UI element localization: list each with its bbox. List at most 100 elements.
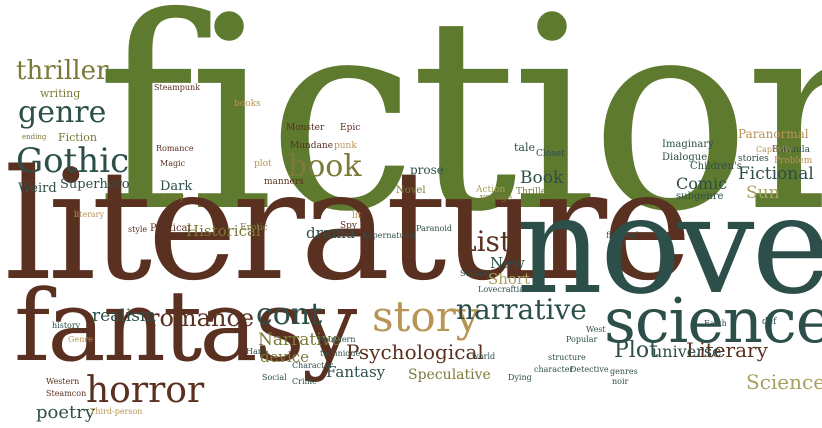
word-hard: Hard bbox=[246, 347, 267, 356]
word-science-small: Science bbox=[746, 370, 822, 394]
word-literary-small: literary bbox=[74, 210, 105, 219]
word-narrative: narrative bbox=[456, 293, 587, 326]
word-genres: genres bbox=[610, 367, 638, 376]
word-dialogue: Dialogue bbox=[662, 152, 708, 163]
word-story: story bbox=[372, 292, 480, 341]
word-action: Action bbox=[476, 185, 506, 195]
word-story-small: Story bbox=[162, 193, 184, 202]
word-dark: Dark bbox=[160, 179, 193, 194]
word-romance-small: Romance bbox=[156, 144, 194, 153]
word-fantasy-small: Fantasy bbox=[326, 363, 386, 381]
word-lit: lit bbox=[352, 211, 362, 221]
word-writing: writing bbox=[40, 87, 81, 100]
word-dying: Dying bbox=[508, 373, 532, 382]
word-new: New bbox=[490, 254, 525, 272]
word-fictional: Fictional bbox=[738, 164, 814, 184]
word-genre-small: Genre bbox=[68, 335, 93, 344]
word-western: Western bbox=[46, 377, 80, 386]
word-narrative-small: Narrative bbox=[258, 330, 342, 350]
word-epic: Epic bbox=[340, 123, 361, 133]
word-west: West bbox=[586, 325, 606, 334]
word-plot: Plot bbox=[614, 338, 658, 363]
word-realism: realism bbox=[92, 306, 157, 326]
word-monster: Monster bbox=[286, 123, 325, 133]
word-southern: Southern bbox=[318, 335, 356, 344]
word-ending: ending bbox=[22, 133, 47, 141]
word-paranormal: Paranormal bbox=[738, 127, 809, 141]
word-novel: novel bbox=[516, 167, 822, 324]
word-childrens: Children's bbox=[690, 161, 742, 172]
word-captivity: Captivity bbox=[756, 145, 793, 154]
word-def: def bbox=[762, 317, 777, 327]
word-drama: drama bbox=[306, 224, 355, 242]
word-stories: stories bbox=[738, 154, 769, 164]
word-literature: literature bbox=[4, 137, 692, 314]
word-romance: romance bbox=[148, 304, 255, 332]
word-spy: Spy bbox=[340, 221, 358, 231]
word-history: history bbox=[52, 321, 81, 330]
word-plot-small: plot bbox=[254, 159, 272, 169]
word-thriller: thriller bbox=[16, 56, 109, 86]
word-imaginary: Imaginary bbox=[662, 139, 714, 150]
word-speculative: Speculative bbox=[408, 367, 491, 383]
word-character-small: character bbox=[534, 365, 574, 374]
word-literary: Literary bbox=[686, 338, 768, 362]
word-prose: prose bbox=[410, 163, 444, 177]
word-list: List bbox=[458, 225, 512, 258]
word-steamcon: Steamcon bbox=[46, 389, 87, 398]
word-short: Short bbox=[488, 270, 531, 288]
word-genre: genre bbox=[18, 95, 107, 130]
word-third-person: Third-person bbox=[90, 407, 143, 416]
word-book-small: Book bbox=[520, 168, 564, 188]
word-closet: Closet bbox=[536, 149, 565, 159]
word-technique: technique bbox=[320, 349, 361, 358]
word-fictional-small: fictional bbox=[606, 231, 639, 240]
word-problem: Problem bbox=[774, 156, 813, 166]
word-books: books bbox=[234, 99, 261, 109]
word-psychological: Psychological bbox=[346, 340, 484, 364]
word-poetry: poetry bbox=[36, 402, 96, 423]
word-thriller-small: Thriller bbox=[516, 187, 551, 197]
word-superhero: Superhero bbox=[60, 177, 130, 192]
word-horror: horror bbox=[86, 370, 205, 411]
word-science: science bbox=[604, 284, 822, 357]
word-lovecraftian: Lovecraftian bbox=[478, 285, 530, 294]
word-mundane: Mundane bbox=[290, 141, 334, 151]
word-historical: Historical bbox=[186, 222, 261, 240]
word-popular: Popular bbox=[566, 335, 598, 344]
word-paranoid: Paranoid bbox=[416, 224, 453, 233]
word-style: style bbox=[128, 225, 148, 234]
word-device: device bbox=[260, 348, 310, 366]
word-tale: tale bbox=[514, 141, 536, 154]
word-novel-small: Novel bbox=[396, 185, 426, 196]
word-comic: Comic bbox=[676, 174, 728, 193]
word-magic: Magic bbox=[160, 159, 186, 168]
word-book: book bbox=[288, 149, 362, 184]
word-erotic: Erotic bbox=[240, 223, 268, 233]
word-subgenre: subgenre bbox=[676, 191, 724, 202]
word-weird: Weird bbox=[18, 181, 57, 196]
word-social: Social bbox=[262, 373, 287, 382]
word-detective: Detective bbox=[570, 365, 609, 374]
word-steampunk: Steampunk bbox=[154, 83, 201, 92]
word-world: world bbox=[472, 352, 496, 361]
word-structure: structure bbox=[548, 353, 586, 362]
word-gothic: Gothic bbox=[16, 141, 130, 181]
word-manners: manners bbox=[264, 177, 304, 187]
word-political: Political bbox=[150, 223, 191, 234]
word-universe: universe bbox=[652, 342, 722, 361]
word-formula: Formula bbox=[772, 145, 811, 155]
word-cont: cont bbox=[256, 297, 323, 332]
word-earth: Earth bbox=[704, 319, 727, 328]
word-punk: punk bbox=[334, 141, 357, 151]
word-sun: Sun bbox=[746, 183, 780, 203]
word-fiction-small: Fiction bbox=[58, 131, 97, 144]
word-voyage: voyage bbox=[480, 193, 513, 203]
word-character: Character bbox=[292, 361, 333, 370]
word-crime: Crime bbox=[292, 377, 317, 386]
word-fiction: fiction bbox=[96, 0, 822, 270]
word-noir: noir bbox=[612, 377, 629, 386]
word-fantasy: fantasy bbox=[14, 270, 357, 384]
word-supernatural: Supernatural bbox=[362, 231, 416, 240]
